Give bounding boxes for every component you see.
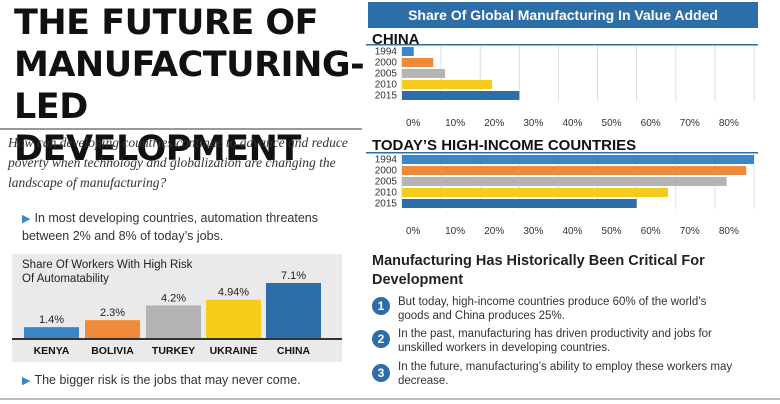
- category-label-china: CHINA: [277, 345, 311, 357]
- china-bar-2015: [402, 91, 520, 100]
- china-tick-label: 10%: [445, 118, 465, 129]
- china-tick-label: 30%: [523, 118, 543, 129]
- high-income-tick-label: 60%: [641, 226, 661, 237]
- data-label-turkey: 4.2%: [161, 292, 186, 304]
- category-label-turkey: TURKEY: [152, 345, 195, 357]
- high-income-tick-label: 30%: [523, 226, 543, 237]
- bullet-automation-text: In most developing countries, automation…: [22, 211, 318, 243]
- bullet-automation: ▶ In most developing countries, automatio…: [22, 210, 352, 245]
- high-income-bar-2015: [402, 199, 637, 208]
- category-label-bolivia: BOLIVIA: [91, 345, 134, 357]
- high-income-tick-label: 20%: [484, 226, 504, 237]
- high-income-year-2005: 2005: [375, 177, 398, 188]
- china-year-2010: 2010: [375, 80, 398, 91]
- bar-bolivia: [85, 320, 140, 338]
- china-tick-label: 70%: [680, 118, 700, 129]
- china-tick-label: 80%: [719, 118, 739, 129]
- china-chart-label: CHINA: [372, 31, 420, 48]
- data-label-kenya: 1.4%: [39, 314, 64, 326]
- number-2-icon: 2: [372, 330, 390, 348]
- point-1-text: But today, high-income countries produce…: [398, 296, 707, 322]
- high-income-tick-label: 0%: [406, 226, 421, 237]
- china-chart: 0%10%20%30%40%50%60%70%80%90%19942000200…: [366, 44, 758, 129]
- high-income-bar-2010: [402, 188, 668, 197]
- risk-chart: 1.4% KENYA 2.3% BOLIVIA 4.2% TURKEY 4.94% UKRAI…: [12, 270, 342, 357]
- china-bar-2000: [402, 58, 434, 67]
- intro-question: How can developing countries continue to…: [8, 135, 348, 190]
- bottom-divider: [0, 398, 780, 400]
- section-heading: Manufacturing Has Historically Been Crit…: [372, 253, 705, 288]
- risk-chart-title: Share Of Workers With High Risk Of Autom…: [22, 259, 193, 285]
- china-tick-label: 40%: [562, 118, 582, 129]
- china-tick-label: 20%: [484, 118, 504, 129]
- china-bar-1994: [402, 47, 414, 56]
- china-bar-2010: [402, 80, 492, 89]
- china-year-1994: 1994: [375, 47, 398, 58]
- china-top-rule: [366, 44, 758, 46]
- data-label-china: 7.1%: [281, 270, 306, 282]
- high-income-year-1994: 1994: [375, 155, 398, 166]
- high-income-tick-label: 80%: [719, 226, 739, 237]
- high-income-tick-label: 10%: [445, 226, 465, 237]
- number-3-icon: 3: [372, 364, 390, 382]
- point-2-text: In the past, manufacturing has driven pr…: [398, 328, 712, 354]
- data-label-ukraine: 4.94%: [218, 287, 249, 299]
- high-income-year-2010: 2010: [375, 188, 398, 199]
- high-income-bar-2000: [402, 166, 747, 175]
- title-line-1: THE FUTURE OF: [14, 3, 319, 43]
- high-income-chart: 0%10%20%30%40%50%60%70%80%90%19942000200…: [366, 152, 758, 237]
- high-income-tick-label: 50%: [602, 226, 622, 237]
- title-line-2: MANUFACTURING-LED: [14, 45, 365, 127]
- china-tick-label: 0%: [406, 118, 421, 129]
- header-title: Share Of Global Manufacturing In Value A…: [408, 7, 718, 23]
- data-label-bolivia: 2.3%: [100, 307, 125, 319]
- bar-turkey: [146, 305, 201, 338]
- china-tick-label: 60%: [641, 118, 661, 129]
- china-year-2005: 2005: [375, 69, 398, 80]
- high-income-year-2015: 2015: [375, 199, 398, 210]
- high-income-chart-label: TODAY’S HIGH-INCOME COUNTRIES: [372, 137, 637, 154]
- triangle-bullet-icon: ▶: [22, 213, 31, 225]
- point-3-text: In the future, manufacturing’s ability t…: [398, 361, 733, 387]
- title-line-3: DEVELOPMENT: [14, 129, 301, 169]
- page-title: THE FUTURE OF MANUFACTURING-LED DEVELOPM…: [14, 2, 365, 170]
- bar-kenya: [24, 327, 79, 338]
- number-1-icon: 1: [372, 297, 390, 315]
- bullet-risk-text: The bigger risk is the jobs that may nev…: [34, 373, 301, 387]
- high-income-tick-label: 40%: [562, 226, 582, 237]
- high-income-top-rule: [366, 152, 758, 154]
- bar-ukraine: [206, 299, 261, 338]
- title-divider: [0, 128, 362, 130]
- category-label-kenya: KENYA: [34, 345, 70, 357]
- bar-china: [266, 282, 321, 338]
- china-year-2015: 2015: [375, 91, 398, 102]
- high-income-year-2000: 2000: [375, 166, 398, 177]
- high-income-bar-2005: [402, 177, 727, 186]
- bullet-risk: ▶ The bigger risk is the jobs that may ne…: [22, 372, 362, 390]
- triangle-bullet-icon: ▶: [22, 375, 31, 387]
- header-bar: [368, 2, 758, 28]
- high-income-bar-1994: [402, 155, 754, 164]
- china-tick-label: 50%: [602, 118, 622, 129]
- high-income-tick-label: 70%: [680, 226, 700, 237]
- china-year-2000: 2000: [375, 58, 398, 69]
- china-bar-2005: [402, 69, 446, 78]
- category-label-ukraine: UKRAINE: [210, 345, 258, 357]
- risk-chart-baseline: [12, 338, 342, 340]
